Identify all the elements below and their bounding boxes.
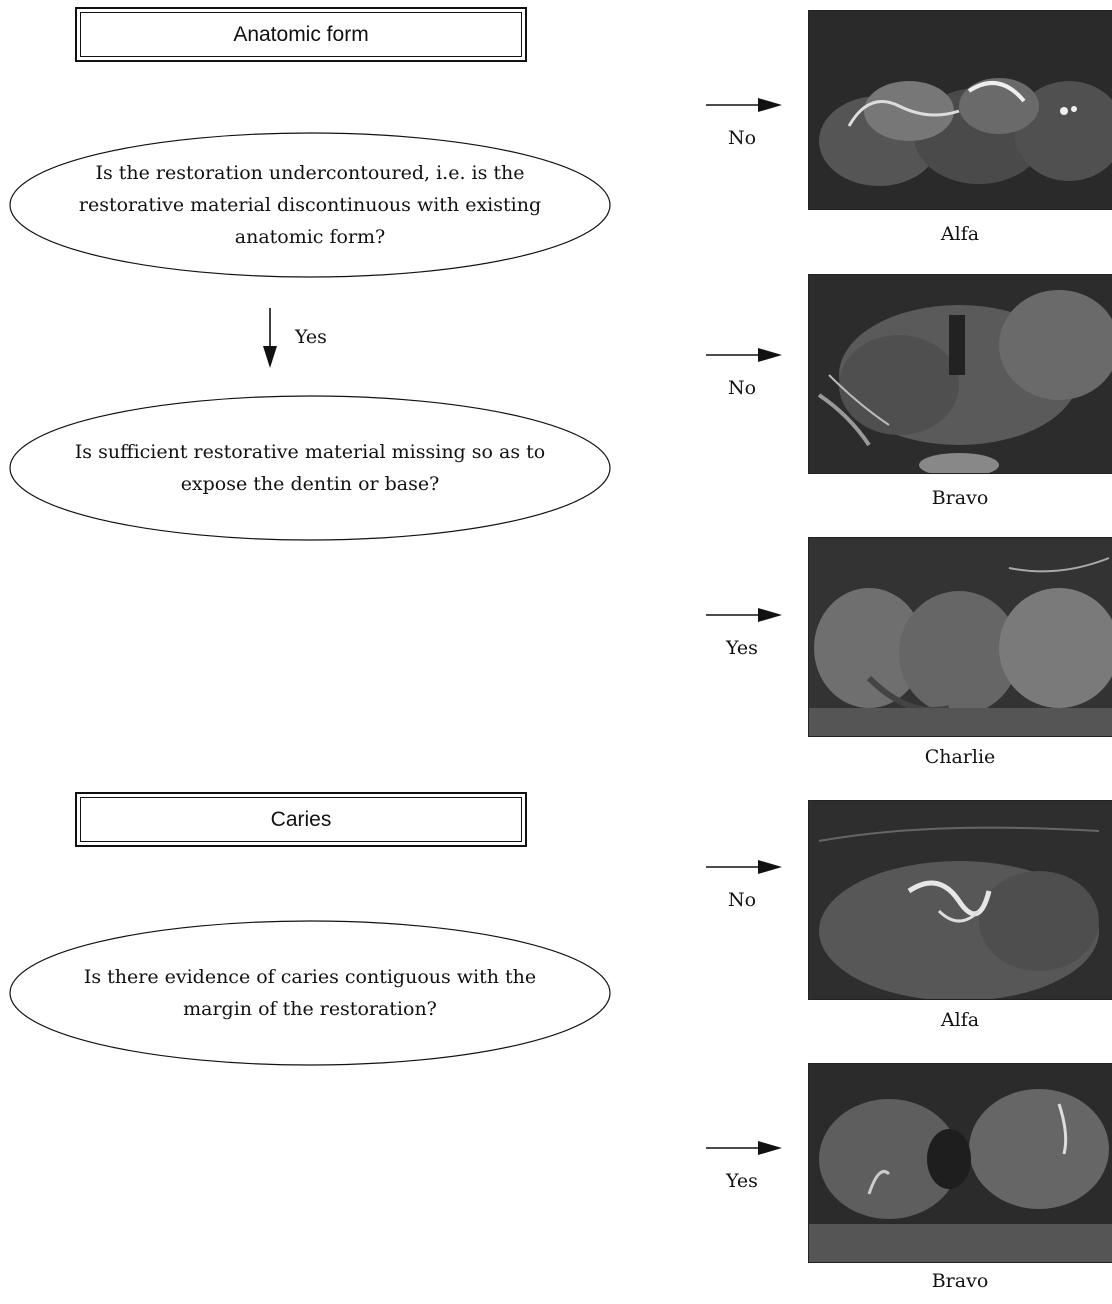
outcome-rating: Bravo <box>931 1270 989 1292</box>
right-arrow-icon <box>706 348 782 362</box>
right-arrow-icon <box>706 860 782 874</box>
yes-label-down: Yes <box>295 326 327 348</box>
outcome-answer: Yes <box>726 1170 758 1192</box>
outcome-rating: Charlie <box>924 746 996 768</box>
clinical-photo-charlie <box>808 537 1112 737</box>
down-arrow-icon <box>263 308 277 368</box>
outcome-answer: No <box>728 889 757 911</box>
right-arrow-icon <box>706 98 782 112</box>
outcome-rating: Alfa <box>940 1009 980 1031</box>
outcome-answer: No <box>728 127 757 149</box>
clinical-photo-alfa <box>808 10 1112 210</box>
clinical-photo-bravo <box>808 1063 1112 1263</box>
question-ellipse-caries: Is there evidence of caries contiguous w… <box>8 919 612 1067</box>
clinical-photo-bravo <box>808 274 1112 474</box>
clinical-photo-alfa <box>808 800 1112 1000</box>
caries-header: Caries <box>75 792 527 847</box>
question-undercontoured-text: Is the restoration undercontoured, i.e. … <box>78 162 542 248</box>
right-arrow-icon <box>706 1141 782 1155</box>
anatomic-form-title: Anatomic form <box>233 22 369 46</box>
question-material-missing-text: Is sufficient restorative material missi… <box>74 441 546 495</box>
outcome-rating: Alfa <box>940 223 980 245</box>
outcome-answer: No <box>728 377 757 399</box>
right-arrow-icon <box>706 608 782 622</box>
question-ellipse-undercontoured: Is the restoration undercontoured, i.e. … <box>8 131 612 279</box>
anatomic-form-header: Anatomic form <box>75 7 527 62</box>
question-caries-text: Is there evidence of caries contiguous w… <box>83 966 537 1020</box>
outcome-rating: Bravo <box>931 487 989 509</box>
caries-title: Caries <box>270 807 332 831</box>
outcome-answer: Yes <box>726 637 758 659</box>
question-ellipse-material-missing: Is sufficient restorative material missi… <box>8 394 612 542</box>
